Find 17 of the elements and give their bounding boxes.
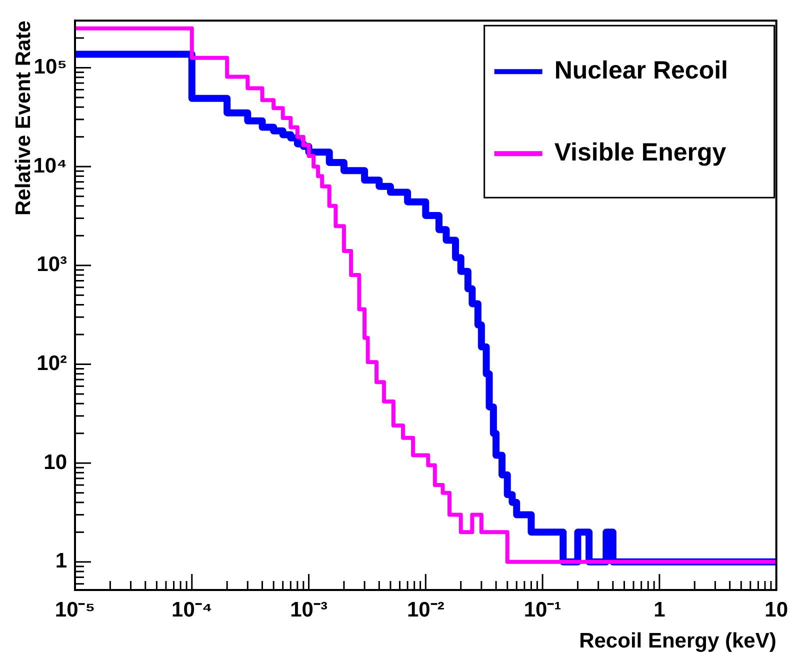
y-axis-title: Relative Event Rate — [12, 20, 35, 216]
legend-label: Nuclear Recoil — [554, 56, 728, 84]
legend-label: Visible Energy — [554, 138, 726, 166]
y-tick-label: 10⁴ — [33, 154, 67, 178]
x-tick-label: 1 — [654, 598, 666, 622]
x-tick-label: 10⁻⁴ — [172, 598, 212, 622]
y-tick-label: 10² — [36, 352, 67, 376]
x-tick-label: 10⁻² — [406, 598, 444, 622]
y-tick-label: 10⁵ — [34, 56, 67, 79]
x-tick-label: 10 — [764, 598, 788, 622]
x-tick-label: 10⁻³ — [290, 598, 328, 622]
y-tick-label: 10 — [44, 450, 67, 474]
x-tick-label: 10⁻⁵ — [54, 598, 96, 622]
x-axis-title: Recoil Energy (keV) — [579, 629, 776, 652]
y-tick-label: 10³ — [36, 253, 67, 276]
x-tick-label: 10⁻¹ — [524, 598, 562, 622]
y-tick-label: 1 — [55, 550, 68, 573]
